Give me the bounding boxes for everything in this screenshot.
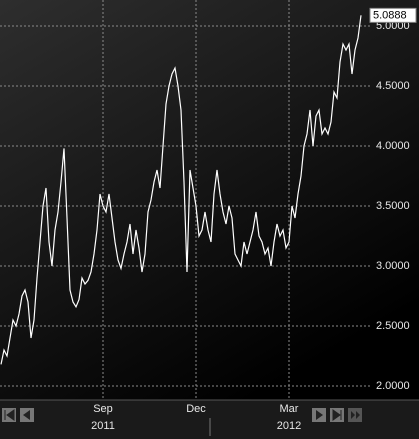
x-tick-label: Mar <box>280 403 299 415</box>
y-tick-label: 3.5000 <box>376 200 410 212</box>
year-label: 2012 <box>277 420 301 432</box>
y-tick-label: 4.5000 <box>376 80 410 92</box>
nav-left[interactable] <box>2 408 34 422</box>
y-tick-label: 5.0000 <box>376 20 410 32</box>
y-tick-label: 2.0000 <box>376 380 410 392</box>
y-tick-label: 4.0000 <box>376 140 410 152</box>
nav-right[interactable] <box>312 408 362 422</box>
year-label: 2011 <box>91 420 115 432</box>
x-tick-label: Sep <box>93 403 113 415</box>
nav-icon <box>4 409 15 421</box>
last-value-label: 5.0888 <box>373 9 407 21</box>
price-line <box>0 15 362 365</box>
x-tick-label: Dec <box>186 403 206 415</box>
nav-icon <box>23 410 30 420</box>
y-tick-label: 2.5000 <box>376 320 410 332</box>
plot-background <box>0 0 419 400</box>
nav-icon <box>316 410 323 420</box>
nav-icon <box>351 411 360 419</box>
y-tick-label: 3.0000 <box>376 260 410 272</box>
nav-icon <box>332 409 342 421</box>
last-value-box <box>369 7 417 23</box>
